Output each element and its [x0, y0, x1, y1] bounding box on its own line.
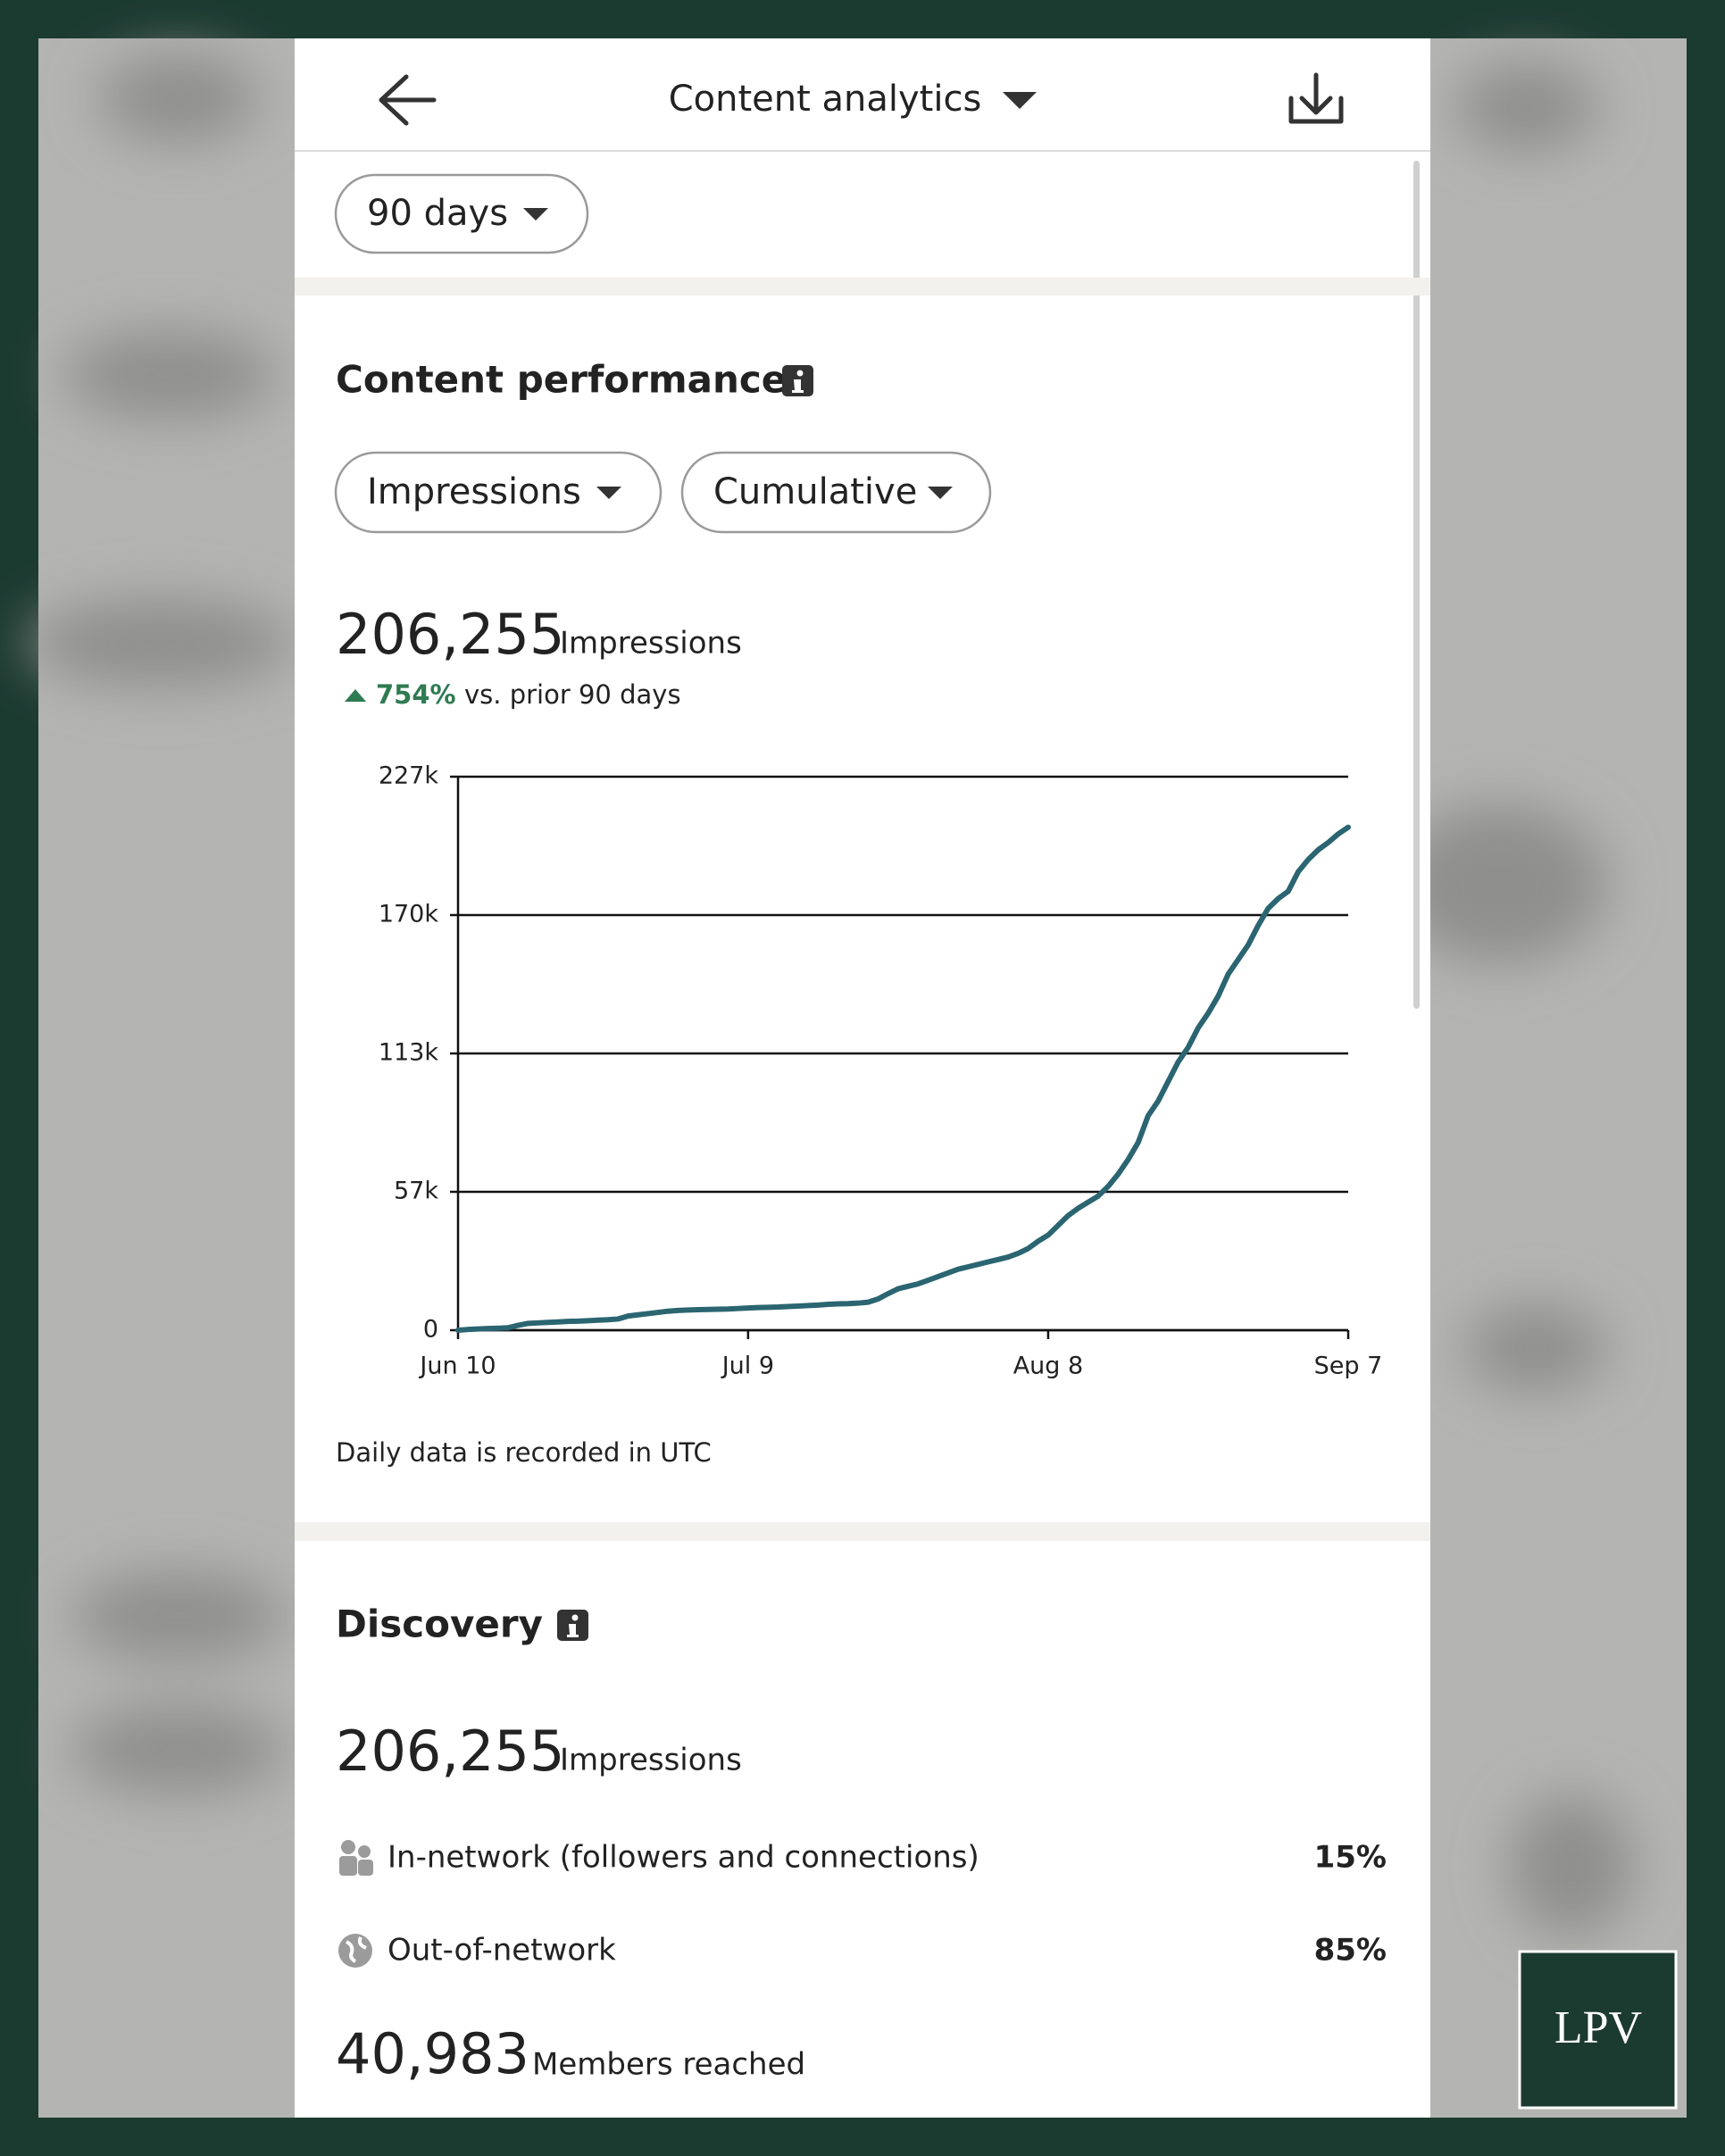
header-title[interactable]: Content analytics	[669, 79, 982, 120]
y-tick-label: 57k	[394, 1178, 438, 1205]
x-tick-label: Jun 10	[418, 1353, 496, 1380]
watermark: LPV	[1554, 2002, 1642, 2053]
y-tick-label: 227k	[379, 762, 439, 790]
row-value: 85%	[1314, 1933, 1387, 1969]
change-label: vs. prior 90 days	[464, 679, 681, 710]
title-caret[interactable]	[1003, 92, 1037, 109]
x-tick-label: Aug 8	[1013, 1353, 1083, 1380]
total-label: Impressions	[560, 626, 742, 662]
scrollbar	[1413, 161, 1420, 1009]
y-tick-label: 170k	[379, 901, 439, 928]
row-label: Out-of-network	[388, 1933, 616, 1969]
section-title: Content performance	[336, 358, 787, 402]
watermark-box	[1518, 1950, 1678, 2110]
line-series	[455, 824, 1351, 1333]
discovery-impressions-label: Impressions	[560, 1743, 742, 1778]
line-chart: 0 57k 113k 170k 227k Jun 10 Jul 9 Aug 8 Sep 7	[379, 762, 1383, 1380]
members-reached: 40,983	[336, 2021, 529, 2086]
metric-filter[interactable]: Impressions	[367, 471, 581, 512]
y-tick-label: 113k	[379, 1039, 439, 1067]
utc-note: Daily data is recorded in UTC	[336, 1437, 712, 1468]
caret	[596, 487, 621, 499]
up-arrow	[345, 689, 366, 702]
x-tick-label: Jul 9	[721, 1353, 774, 1380]
app-panel	[295, 38, 1430, 2118]
row-value: 15%	[1314, 1840, 1387, 1876]
globe-icon	[338, 1934, 372, 1968]
discovery-impressions: 206,255	[336, 1719, 564, 1784]
caret	[928, 487, 953, 499]
section-title: Discovery	[336, 1602, 543, 1646]
period-filter[interactable]: 90 days	[367, 193, 508, 234]
download-button[interactable]	[1288, 72, 1344, 124]
period-pill[interactable]	[334, 173, 589, 254]
mode-pill[interactable]	[680, 451, 992, 534]
info-icon[interactable]	[557, 1610, 588, 1641]
section-divider	[295, 278, 1430, 296]
row-label: In-network (followers and connections)	[388, 1840, 979, 1876]
section-divider	[295, 1522, 1430, 1541]
back-button[interactable]	[379, 74, 437, 126]
y-tick-label: 0	[423, 1316, 438, 1344]
blurred-shapes	[27, 54, 1634, 1937]
members-label: Members reached	[532, 2047, 805, 2083]
caret	[523, 208, 548, 221]
total-impressions: 206,255	[336, 602, 564, 667]
network-icon	[339, 1840, 373, 1876]
change-value: 754%	[376, 679, 456, 710]
info-icon[interactable]	[782, 365, 813, 396]
metric-pill[interactable]	[334, 451, 662, 534]
x-tick-label: Sep 7	[1314, 1353, 1383, 1380]
mode-filter[interactable]: Cumulative	[713, 471, 917, 512]
